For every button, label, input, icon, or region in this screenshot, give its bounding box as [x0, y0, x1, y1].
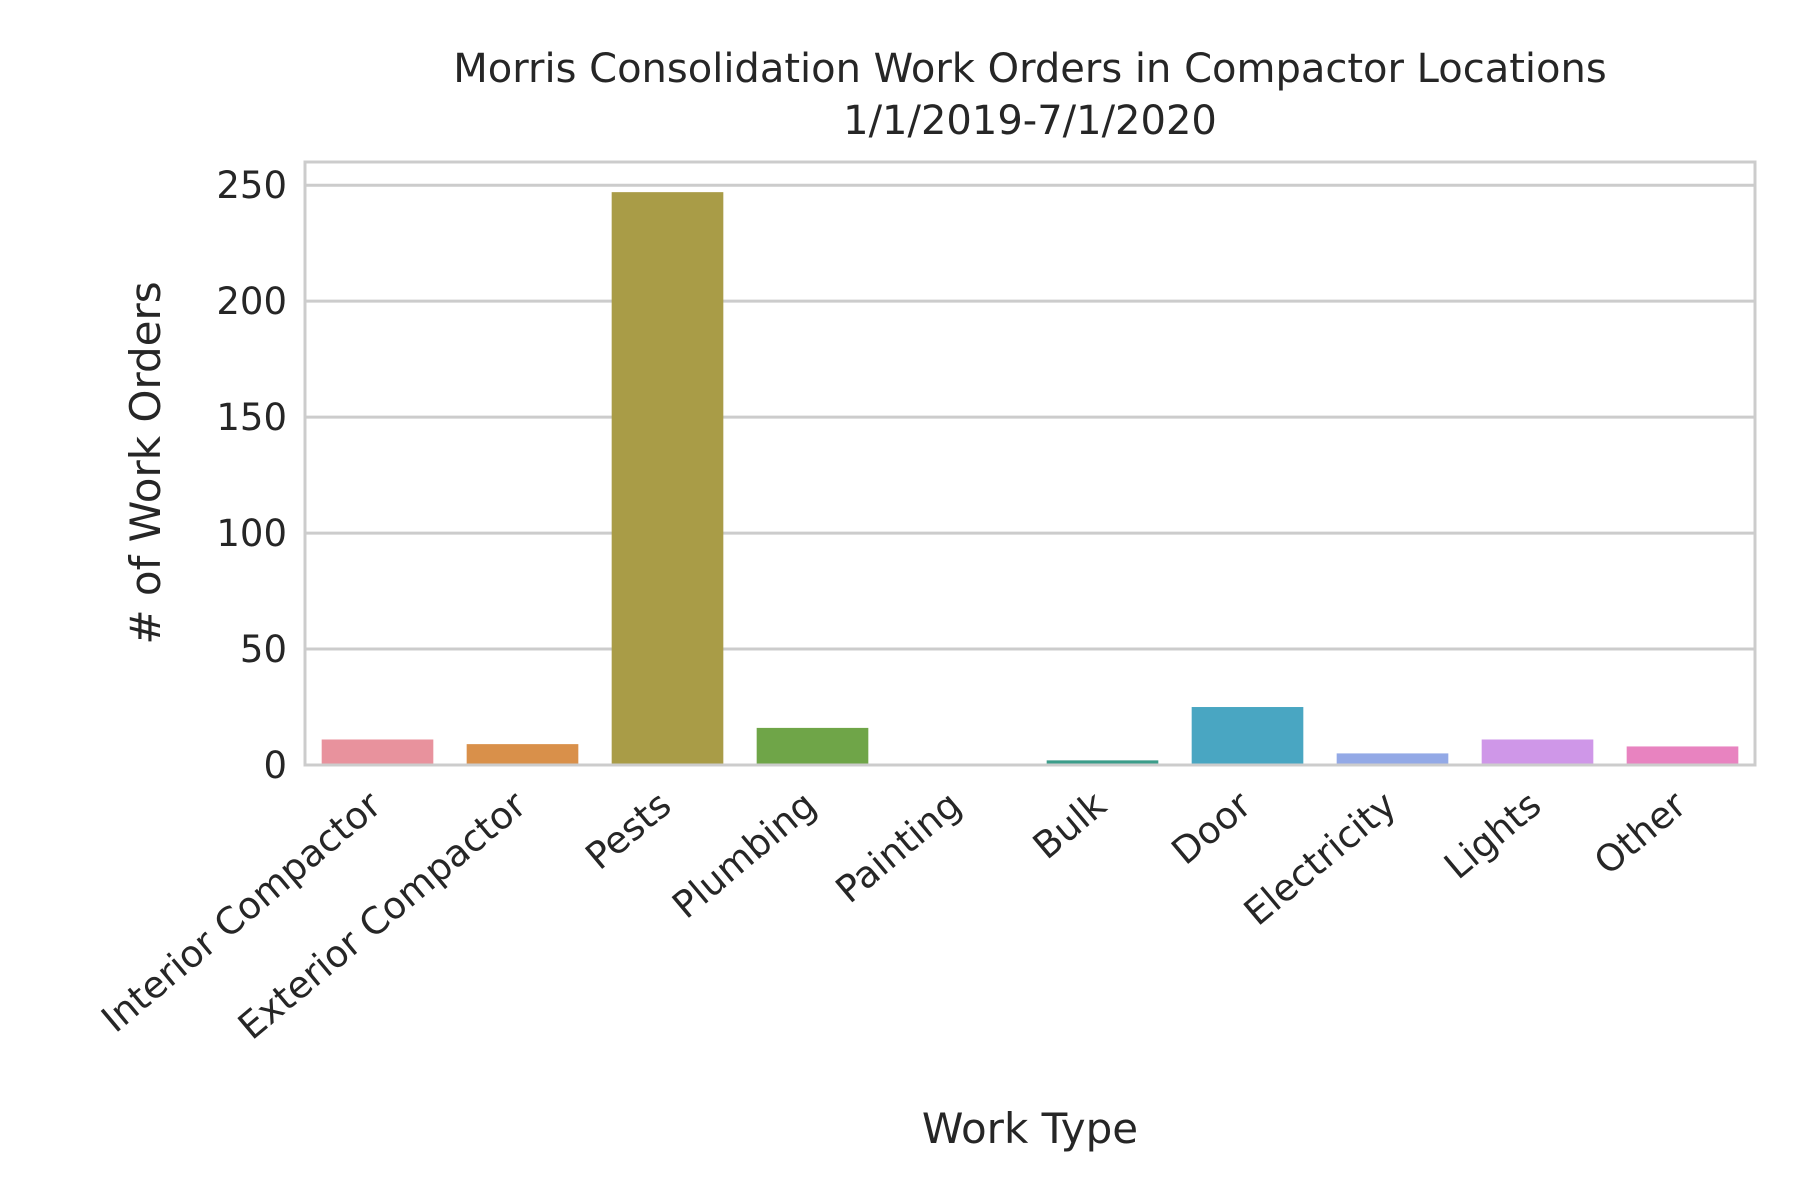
x-tick-label: Painting — [828, 783, 970, 912]
y-tick-label: 0 — [263, 744, 287, 787]
chart-title-line-1: Morris Consolidation Work Orders in Comp… — [453, 46, 1606, 92]
y-tick-label: 100 — [216, 512, 287, 555]
x-tick-label: Lights — [1436, 783, 1549, 888]
x-tick-label: Interior Compactor — [93, 782, 389, 1040]
plot-frame — [303, 160, 1757, 767]
bar — [611, 192, 724, 765]
x-tick-label: Exterior Compactor — [230, 782, 535, 1048]
bar — [1336, 753, 1449, 765]
y-axis-label: # of Work Orders — [121, 281, 170, 644]
y-tick-label: 150 — [216, 396, 287, 439]
x-axis-label: Work Type — [922, 1104, 1138, 1153]
chart-title: Morris Consolidation Work Orders in Comp… — [453, 46, 1606, 144]
x-tick-label: Other — [1586, 782, 1695, 883]
x-tick-label: Plumbing — [664, 783, 824, 927]
bar — [1046, 760, 1159, 765]
bar — [1626, 746, 1739, 765]
y-tick-label: 200 — [216, 280, 287, 323]
bar — [1481, 739, 1594, 765]
bar — [321, 739, 434, 765]
y-tick-label: 250 — [216, 164, 287, 207]
bar — [1191, 707, 1304, 765]
x-tick-label: Electricity — [1236, 783, 1404, 934]
bar — [466, 744, 579, 765]
y-gridlines — [305, 183, 1755, 767]
x-tick-label: Door — [1163, 782, 1259, 873]
x-tick-label: Bulk — [1025, 783, 1115, 868]
y-tick-labels: 0 50 100 150 200 250 — [216, 164, 287, 787]
bar — [756, 727, 869, 765]
y-tick-label: 50 — [240, 628, 287, 671]
chart-title-line-2: 1/1/2019-7/1/2020 — [843, 98, 1217, 144]
x-tick-label: Pests — [577, 783, 679, 878]
bars — [321, 192, 1739, 765]
